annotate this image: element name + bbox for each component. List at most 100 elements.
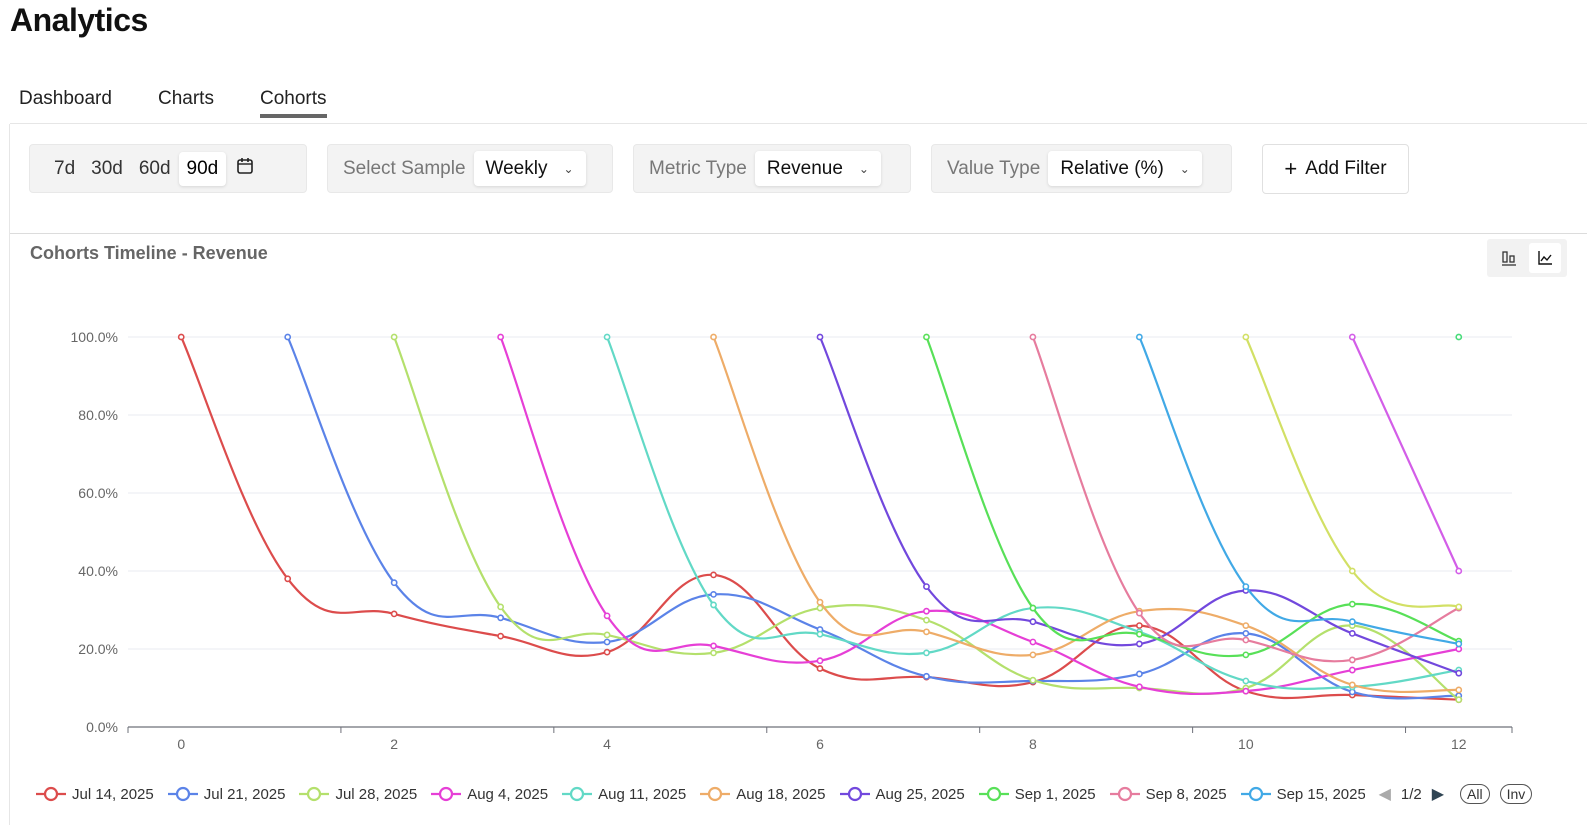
series-line	[818, 336, 1460, 675]
value-type-filter: Value Type Relative (%) ⌄	[931, 144, 1232, 193]
value-type-value: Relative (%)	[1060, 157, 1164, 179]
series-line	[1138, 336, 1459, 646]
x-tick-label: 4	[603, 736, 611, 752]
legend-label: Aug 18, 2025	[736, 785, 826, 803]
legend-pager: ◀ 1/2 ▶ All Inv	[1379, 784, 1533, 804]
line-chart-icon	[1538, 251, 1552, 265]
series-line	[180, 336, 1459, 701]
tab-dashboard[interactable]: Dashboard	[19, 88, 112, 109]
data-point	[923, 333, 930, 341]
chart-legend: Jul 14, 2025 Jul 21, 2025 Jul 28, 2025 Aug …	[36, 784, 1533, 804]
metric-filter: Metric Type Revenue ⌄	[633, 144, 911, 193]
data-point	[603, 333, 611, 341]
sample-filter: Select Sample Weekly ⌄	[327, 144, 613, 193]
range-30d[interactable]: 30d	[91, 157, 123, 179]
data-point	[1135, 683, 1143, 691]
line-chart-button[interactable]	[1529, 243, 1561, 273]
y-tick-label: 80.0%	[78, 407, 118, 423]
legend-marker-icon	[1109, 786, 1140, 802]
value-type-select[interactable]: Relative (%) ⌄	[1048, 151, 1202, 186]
sample-select[interactable]: Weekly ⌄	[473, 151, 586, 186]
series-line	[393, 336, 1460, 701]
legend-item[interactable]: Aug 4, 2025	[431, 786, 548, 803]
calendar-icon[interactable]	[236, 157, 254, 181]
data-point	[816, 333, 824, 341]
data-point	[816, 630, 824, 638]
metric-label: Metric Type	[649, 157, 747, 179]
series-line	[712, 336, 1459, 694]
legend-item[interactable]: Jul 21, 2025	[167, 786, 285, 803]
legend-next-icon[interactable]: ▶	[1431, 786, 1445, 803]
legend-label: Sep 1, 2025	[1014, 785, 1096, 803]
data-point	[1029, 676, 1037, 684]
data-point	[497, 603, 505, 611]
data-point	[1455, 603, 1463, 611]
data-point	[710, 642, 717, 650]
metric-select[interactable]: Revenue ⌄	[754, 151, 881, 186]
data-point	[710, 571, 717, 579]
legend-inverse-button[interactable]: Inv	[1499, 784, 1533, 804]
data-point	[1242, 636, 1250, 644]
y-tick-label: 40.0%	[78, 563, 118, 579]
range-7d[interactable]: 7d	[54, 157, 76, 179]
series-line	[1031, 336, 1460, 663]
legend-marker-icon	[167, 786, 198, 802]
data-point	[1348, 656, 1356, 664]
date-range-group: 7d 30d 60d 90d	[29, 144, 307, 193]
data-point	[710, 333, 717, 341]
legend-all-button[interactable]: All	[1460, 784, 1490, 804]
data-point	[1348, 567, 1356, 575]
legend-item[interactable]: Aug 11, 2025	[562, 786, 686, 803]
data-point	[1029, 333, 1037, 341]
legend-label: Jul 28, 2025	[335, 785, 418, 803]
legend-label: Jul 14, 2025	[72, 785, 154, 803]
data-point	[923, 672, 930, 680]
range-60d[interactable]: 60d	[138, 157, 171, 179]
legend-marker-icon	[700, 786, 731, 802]
data-point	[390, 610, 398, 618]
legend-item[interactable]: Sep 8, 2025	[1109, 786, 1227, 803]
legend-item[interactable]: Sep 15, 2025	[1240, 786, 1365, 803]
legend-marker-icon	[839, 786, 870, 802]
legend-label: Aug 11, 2025	[598, 785, 687, 803]
data-point	[603, 612, 611, 620]
data-point	[1348, 666, 1356, 674]
legend-item[interactable]: Sep 1, 2025	[978, 785, 1096, 803]
chart-type-toggle	[1487, 239, 1567, 277]
data-point	[923, 628, 930, 636]
legend-item[interactable]: Aug 18, 2025	[700, 785, 826, 803]
panel-border	[9, 124, 10, 825]
x-tick-label: 2	[390, 736, 398, 752]
bar-chart-icon	[1502, 251, 1516, 266]
data-point	[1029, 618, 1037, 626]
bar-chart-button[interactable]	[1493, 243, 1525, 273]
sample-value: Weekly	[485, 157, 548, 179]
legend-item[interactable]: Jul 28, 2025	[299, 786, 417, 803]
legend-prev-icon[interactable]: ◀	[1378, 786, 1391, 803]
add-filter-label: Add Filter	[1305, 158, 1387, 179]
data-point	[1455, 567, 1463, 575]
x-tick-label: 0	[177, 736, 185, 752]
data-point	[1135, 670, 1143, 678]
legend-marker-icon	[36, 786, 66, 802]
data-point	[1348, 618, 1356, 626]
data-point	[1029, 651, 1037, 659]
tab-cohorts[interactable]: Cohorts	[260, 88, 327, 118]
legend-label: Aug 4, 2025	[467, 785, 549, 803]
y-tick-label: 20.0%	[78, 641, 118, 657]
y-tick-label: 0.0%	[86, 719, 118, 735]
data-point	[1455, 696, 1463, 704]
x-tick-label: 8	[1029, 736, 1037, 752]
range-90d[interactable]: 90d	[178, 151, 227, 186]
legend-item[interactable]: Aug 25, 2025	[839, 786, 965, 803]
add-filter-button[interactable]: + Add Filter	[1262, 144, 1409, 194]
data-point	[1242, 651, 1250, 659]
data-point	[497, 632, 505, 640]
legend-item[interactable]: Jul 14, 2025	[36, 786, 154, 803]
x-tick-label: 10	[1238, 736, 1254, 752]
data-point	[1242, 622, 1250, 629]
data-point	[1029, 604, 1037, 612]
tab-charts[interactable]: Charts	[158, 88, 214, 109]
series-line	[1351, 336, 1460, 572]
